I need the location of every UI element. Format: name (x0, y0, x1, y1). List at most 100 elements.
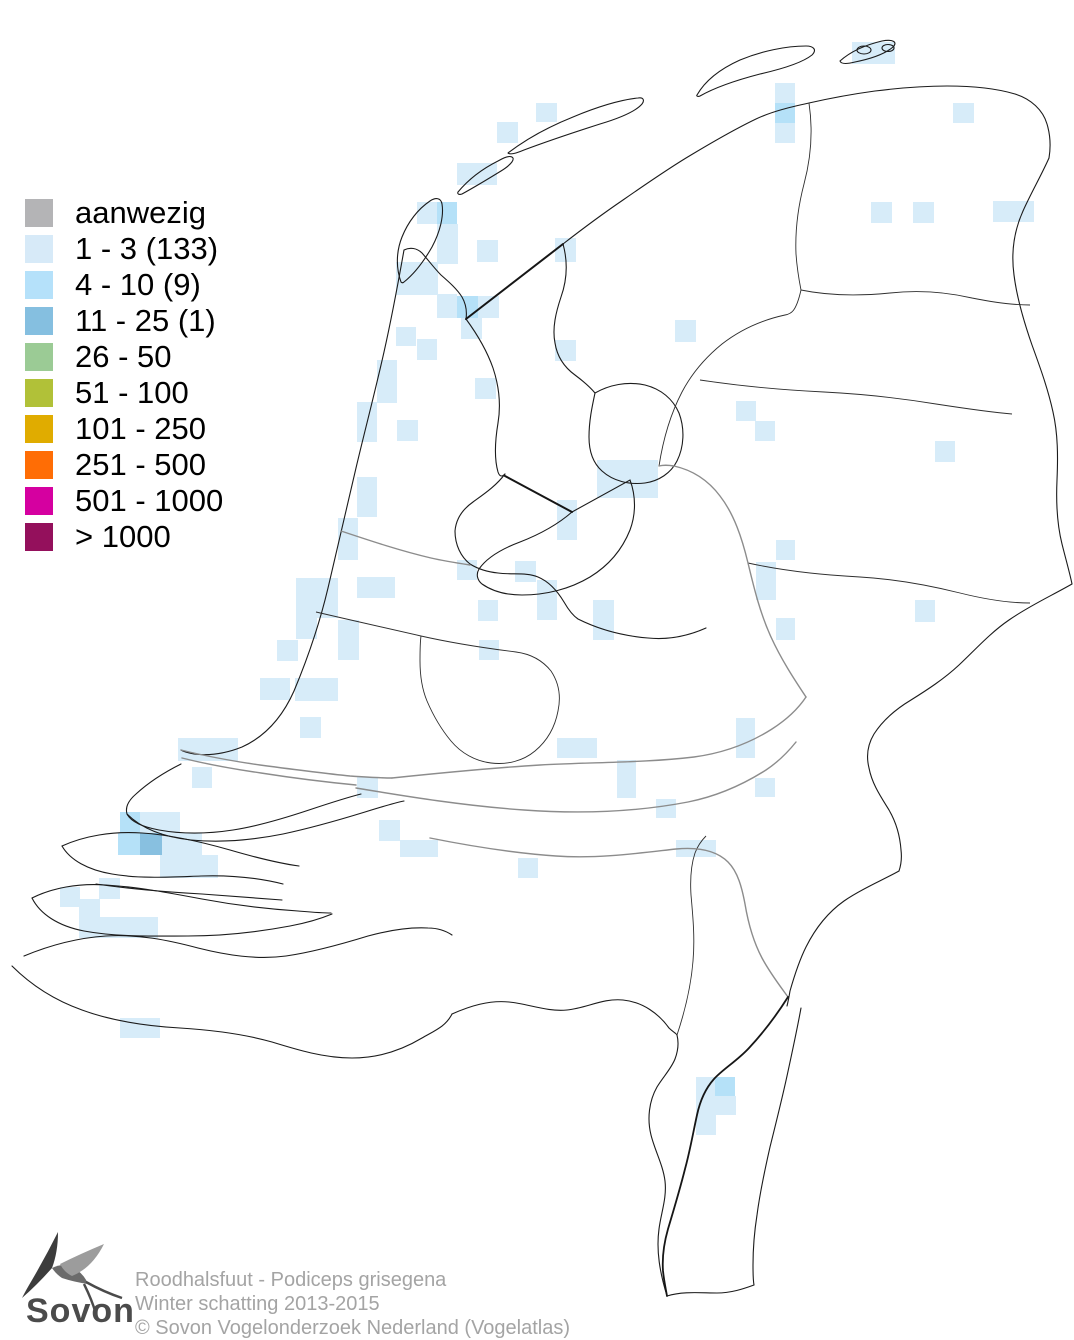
oosterschelde-shore (95, 883, 283, 901)
schouwen-south (61, 845, 284, 885)
grid-cell (776, 540, 795, 560)
grid-cell (461, 318, 482, 339)
legend-label: 51 - 100 (75, 375, 189, 410)
grid-cell (479, 640, 499, 660)
grid-cell (597, 460, 658, 498)
limburg-west-border (648, 1034, 679, 1297)
season-label: Winter schatting 2013-2015 (135, 1293, 380, 1315)
swallow-icon (22, 1232, 123, 1315)
legend-item: 101 - 250 (25, 413, 223, 444)
grid-cell (338, 620, 359, 660)
grid-cell (617, 760, 636, 798)
nieuwe-maas (181, 757, 357, 786)
germany-border-nijmegen (786, 870, 900, 1007)
legend-swatch (25, 414, 53, 443)
grid-cell (555, 340, 576, 361)
voorne-goeree (125, 763, 362, 834)
rivers-layer (180, 464, 807, 998)
border-drenthe-overijssel (699, 379, 1013, 415)
grid-cell (675, 320, 696, 342)
grid-cell (536, 103, 557, 122)
grid-cell (120, 1018, 160, 1038)
sovon-logo-text: Sovon (26, 1292, 135, 1330)
grid-cell (300, 717, 321, 738)
grid-cell (277, 640, 298, 661)
grid-cell (377, 381, 397, 403)
border-nh-zh (315, 611, 422, 637)
grid-cell (555, 238, 576, 262)
coastline-layer (11, 39, 1073, 1297)
grid-cell (557, 738, 597, 758)
grid-cell (736, 718, 755, 758)
rottumeroog (881, 43, 895, 53)
schouwen-north (61, 832, 300, 867)
grid-cell (537, 580, 557, 620)
grid-cell (260, 678, 290, 700)
grid-cell (79, 899, 100, 920)
legend-swatch (25, 270, 53, 299)
walcheren-north (31, 884, 332, 914)
legend-label: > 1000 (75, 519, 171, 554)
legend-label: 251 - 500 (75, 447, 206, 482)
limburg-south-border (666, 1284, 755, 1297)
grid-cell (953, 103, 974, 123)
grid-cell (871, 202, 892, 223)
terschelling (507, 97, 644, 155)
legend-swatch (25, 306, 53, 335)
grid-cell (296, 618, 317, 639)
markermeer-south-coast (454, 473, 506, 565)
border-utrecht-ring (419, 635, 560, 764)
gooi-coast (469, 563, 707, 640)
legend-item: 4 - 10 (9) (25, 269, 223, 300)
grid-cell (557, 500, 577, 540)
germany-border-limburg (752, 1007, 802, 1286)
grid-cell (776, 618, 795, 640)
grid-cell (417, 339, 437, 360)
legend-swatch (25, 378, 53, 407)
grid-cell (475, 378, 496, 399)
walcheren-south (31, 897, 333, 937)
nieuwe-waterweg (180, 749, 393, 779)
grid-cell (756, 562, 776, 600)
legend: aanwezig 1 - 3 (133) 4 - 10 (9) 11 - 25 (1)… (25, 197, 224, 554)
waal (355, 741, 797, 813)
grid-cell (696, 1077, 716, 1135)
vlieland (457, 156, 514, 195)
grid-cell (192, 767, 212, 788)
grid-cell (775, 83, 795, 103)
west-coast (180, 249, 405, 756)
grid-cell (915, 600, 935, 622)
legend-item: 251 - 500 (25, 447, 223, 482)
grid-cell (736, 401, 756, 421)
grid-cell (935, 441, 955, 462)
grid-cell (120, 812, 140, 833)
grid-cell (396, 262, 438, 295)
legend-item: 26 - 50 (25, 339, 223, 374)
texel (396, 198, 444, 284)
grid-cell (377, 360, 397, 381)
legend-swatch (25, 486, 53, 515)
grid-cell (296, 578, 338, 618)
legend-item: 1 - 3 (133) (25, 233, 223, 264)
dikes-layer (465, 243, 789, 1297)
sovon-logo (22, 1232, 123, 1315)
noordzeekanaal (340, 530, 471, 566)
grid-cell (715, 1096, 736, 1115)
grid-cell (755, 421, 775, 441)
maas-mid (429, 837, 789, 998)
legend-label: 26 - 50 (75, 339, 172, 374)
maas-limburg (661, 996, 789, 1297)
ijssel (658, 464, 807, 698)
grid-cell (379, 820, 400, 841)
ijsselmeer-friesland-coast (553, 243, 596, 394)
border-brabant-limburg (676, 835, 707, 1036)
afsluitdijk (465, 243, 564, 320)
grid-cells-layer (60, 42, 1034, 1135)
legend-item: 11 - 25 (1) (25, 305, 223, 336)
markermeer-nh-coast (465, 318, 506, 477)
legend-label: 501 - 1000 (75, 483, 224, 518)
legend-item: > 1000 (25, 519, 223, 554)
grid-cell (515, 561, 536, 582)
grid-cell (518, 858, 538, 878)
